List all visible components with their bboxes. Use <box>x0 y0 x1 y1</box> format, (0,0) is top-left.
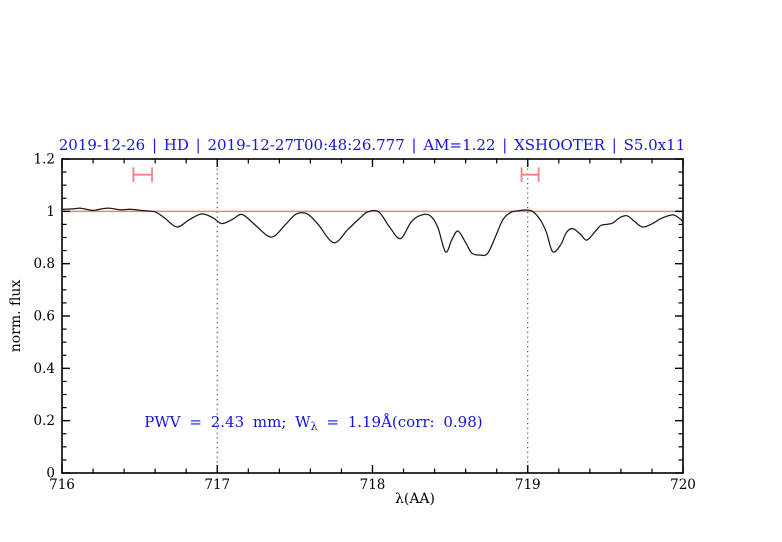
pwv-annotation-part: PWV = 2.43 mm; W <box>144 413 311 431</box>
x-tick-label: 717 <box>204 477 230 493</box>
y-tick-label: 1 <box>46 204 55 220</box>
interval-markers-group <box>132 167 540 183</box>
figure-title: 2019-12-26 | HD | 2019-12-27T00:48:26.77… <box>59 136 686 154</box>
pwv-annotation-part: = 1.19Å(corr: 0.98) <box>318 413 483 431</box>
y-tick-label: 0.2 <box>34 413 55 429</box>
y-tick-label: 0.6 <box>34 309 55 325</box>
x-tick-label: 720 <box>670 477 696 493</box>
axis-ticks-group <box>61 158 684 474</box>
tick-labels-group: 716 717 718 719 720 0 0.2 0.4 0.6 0.8 1 1.2 <box>34 152 696 494</box>
pwv-annotation-part: λ <box>311 420 318 433</box>
y-tick-label: 1.2 <box>34 152 55 168</box>
x-axis-label: λ(AA) <box>395 491 435 507</box>
y-tick-label: 0 <box>46 466 55 482</box>
x-tick-label: 719 <box>515 477 541 493</box>
x-tick-label: 716 <box>49 477 75 493</box>
spectrum-series-group <box>61 207 684 257</box>
spectrum-line <box>61 207 684 257</box>
x-tick-label: 718 <box>360 477 386 493</box>
pwv-annotation: PWV = 2.43 mm; Wλ = 1.19Å(corr: 0.98) <box>144 413 482 433</box>
y-axis-label: norm. flux <box>8 280 24 353</box>
y-tick-label: 0.4 <box>34 361 55 377</box>
y-tick-label: 0.8 <box>34 256 55 272</box>
